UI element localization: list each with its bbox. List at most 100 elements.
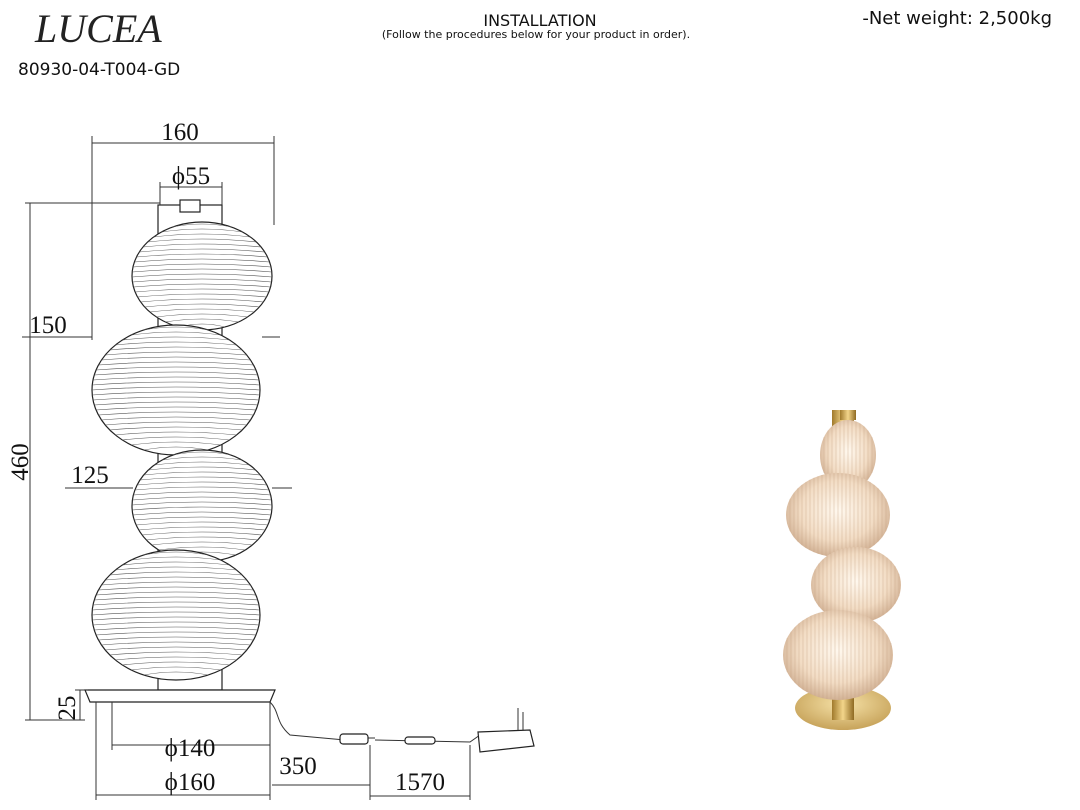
dim-label: ϕ160 xyxy=(165,769,216,796)
dim-line xyxy=(159,182,223,205)
dim-line xyxy=(272,745,371,800)
rib xyxy=(133,491,271,496)
shade xyxy=(131,449,273,563)
dim-label: 125 xyxy=(71,462,109,489)
plug-pins xyxy=(517,708,524,730)
rib xyxy=(98,586,254,591)
rib xyxy=(136,253,268,258)
rib xyxy=(94,626,258,631)
dim-label: ϕ140 xyxy=(165,735,216,762)
dimensions: 160 ϕ55 150 460 125 25 ϕ140 ϕ160 350 157… xyxy=(7,119,471,800)
rib xyxy=(115,341,237,346)
shade xyxy=(91,324,261,456)
connector xyxy=(404,736,436,745)
rib xyxy=(149,308,255,313)
dim-line xyxy=(370,745,471,800)
dim-label: 150 xyxy=(29,312,67,339)
rib xyxy=(109,651,243,656)
rib xyxy=(156,313,248,318)
rib xyxy=(115,566,237,571)
rib xyxy=(98,411,254,416)
rib xyxy=(92,601,260,606)
rib xyxy=(153,233,251,238)
shade-outline xyxy=(91,549,261,681)
rib xyxy=(96,631,256,636)
rib xyxy=(109,571,243,576)
rib xyxy=(161,228,243,233)
rib xyxy=(138,526,266,531)
rib xyxy=(92,381,260,386)
rib xyxy=(144,303,260,308)
rib xyxy=(139,248,265,253)
dim-line xyxy=(111,702,271,800)
rib xyxy=(122,561,230,566)
rib xyxy=(148,466,256,471)
product-photo xyxy=(783,410,901,730)
rib xyxy=(101,356,251,361)
shade-outline xyxy=(91,324,261,456)
rib xyxy=(142,531,262,536)
rib xyxy=(92,396,260,401)
rib xyxy=(92,391,260,396)
shade xyxy=(91,549,261,681)
rib xyxy=(134,516,270,521)
rib xyxy=(94,596,258,601)
rib xyxy=(131,666,221,671)
rib xyxy=(131,501,273,506)
model: 80930-04-T004-GD xyxy=(18,60,180,80)
dim-label: ϕ55 xyxy=(172,163,210,190)
rib xyxy=(131,556,221,561)
rib xyxy=(137,481,267,486)
rib xyxy=(122,436,230,441)
header: LUCEA 80930-04-T004-GD INSTALLATION (Fol… xyxy=(18,6,1052,80)
rib xyxy=(143,326,209,331)
rib xyxy=(136,521,268,526)
rib xyxy=(140,298,264,303)
dim-label: 460 xyxy=(7,443,34,481)
net-weight: -Net weight: 2,500kg xyxy=(862,8,1052,29)
rib xyxy=(92,616,260,621)
switch xyxy=(339,733,369,745)
rib xyxy=(105,576,247,581)
rib xyxy=(105,646,247,651)
rib xyxy=(151,541,253,546)
rib xyxy=(101,641,251,646)
rib xyxy=(143,471,261,476)
rib xyxy=(134,486,270,491)
rib xyxy=(109,426,243,431)
rib xyxy=(142,243,262,248)
rib xyxy=(115,656,237,661)
rib xyxy=(91,611,261,616)
dim-line xyxy=(91,136,275,340)
photo-cap xyxy=(840,410,856,420)
rib xyxy=(115,431,237,436)
rib xyxy=(98,361,254,366)
rib xyxy=(132,278,272,283)
rib xyxy=(147,238,257,243)
brand: LUCEA xyxy=(34,6,162,51)
rib xyxy=(96,366,256,371)
rib xyxy=(143,551,209,556)
dim-line xyxy=(75,689,88,720)
rib xyxy=(173,451,231,456)
dim-label: 1570 xyxy=(395,769,445,796)
photo-shade xyxy=(811,547,901,623)
subtitle: (Follow the procedures below for your pr… xyxy=(382,28,690,41)
rib xyxy=(172,223,232,228)
rib xyxy=(154,461,250,466)
rib xyxy=(132,268,272,273)
rib xyxy=(105,421,247,426)
rib xyxy=(131,441,221,446)
dim-line xyxy=(95,702,270,800)
rib xyxy=(162,456,242,461)
cord xyxy=(269,701,481,743)
photo-shade xyxy=(786,473,890,557)
rib xyxy=(96,406,256,411)
rib xyxy=(94,401,258,406)
rib xyxy=(131,331,221,336)
rib xyxy=(94,371,258,376)
rib xyxy=(143,671,209,676)
rib xyxy=(139,476,265,481)
rib xyxy=(101,416,251,421)
top-cap xyxy=(179,199,201,213)
